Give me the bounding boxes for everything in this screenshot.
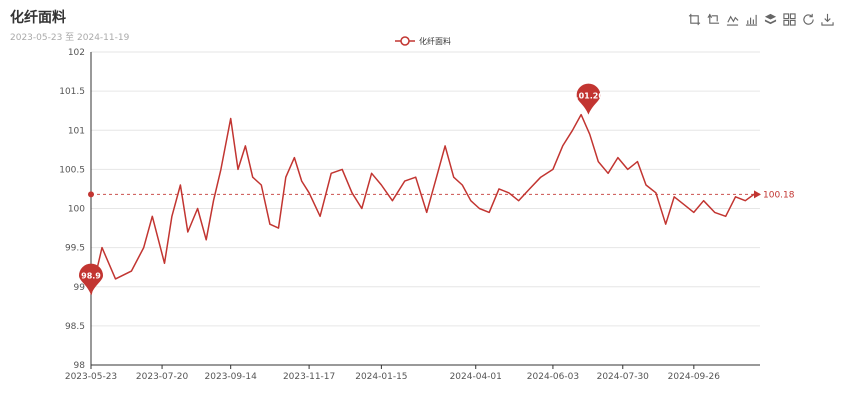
y-tick-label: 101.5 — [59, 87, 85, 97]
x-tick-label: 2024-09-26 — [668, 372, 721, 382]
min-pin-label: 98.9 — [81, 272, 101, 281]
x-tick-label: 2024-06-03 — [527, 372, 579, 382]
y-tick-label: 98 — [74, 361, 86, 371]
x-tick-label: 2024-07-30 — [597, 372, 650, 382]
chart-toolbox — [687, 12, 835, 27]
y-tick-label: 102 — [68, 48, 85, 58]
series-line — [90, 113, 760, 295]
y-tick-label: 98.5 — [65, 322, 85, 332]
x-tick-label: 2024-04-01 — [450, 372, 502, 382]
zoom-icon[interactable] — [687, 12, 702, 27]
x-tick-label: 2023-05-23 — [65, 372, 117, 382]
save-image-icon[interactable] — [820, 12, 835, 27]
zoom-reset-icon[interactable] — [706, 12, 721, 27]
x-tick-label: 2024-01-15 — [355, 372, 407, 382]
chart-subtitle: 2023-05-23 至 2024-11-19 — [10, 33, 130, 43]
min-pin — [79, 263, 103, 295]
chart-title: 化纤面料 — [10, 10, 66, 26]
max-pin — [576, 83, 601, 115]
average-label: 100.18 — [763, 190, 795, 200]
bar-chart-icon[interactable] — [744, 12, 759, 27]
y-tick-label: 99.5 — [65, 244, 85, 254]
y-tick-label: 100 — [68, 205, 85, 215]
legend-marker — [400, 36, 410, 46]
max-pin-label: 101.20 — [573, 92, 604, 101]
x-tick-label: 2023-09-14 — [205, 372, 258, 382]
legend-label: 化纤面料 — [419, 36, 451, 46]
stack-icon[interactable] — [763, 12, 778, 27]
y-tick-label: 100.5 — [59, 165, 85, 175]
y-tick-label: 99 — [74, 283, 86, 293]
y-tick-label: 101 — [68, 126, 85, 136]
x-tick-label: 2023-07-20 — [136, 372, 189, 382]
line-chart-icon[interactable] — [725, 12, 740, 27]
average-line-start — [88, 191, 94, 198]
data-view-icon[interactable] — [782, 12, 797, 27]
x-tick-label: 2023-11-17 — [283, 372, 335, 382]
restore-icon[interactable] — [801, 12, 816, 27]
